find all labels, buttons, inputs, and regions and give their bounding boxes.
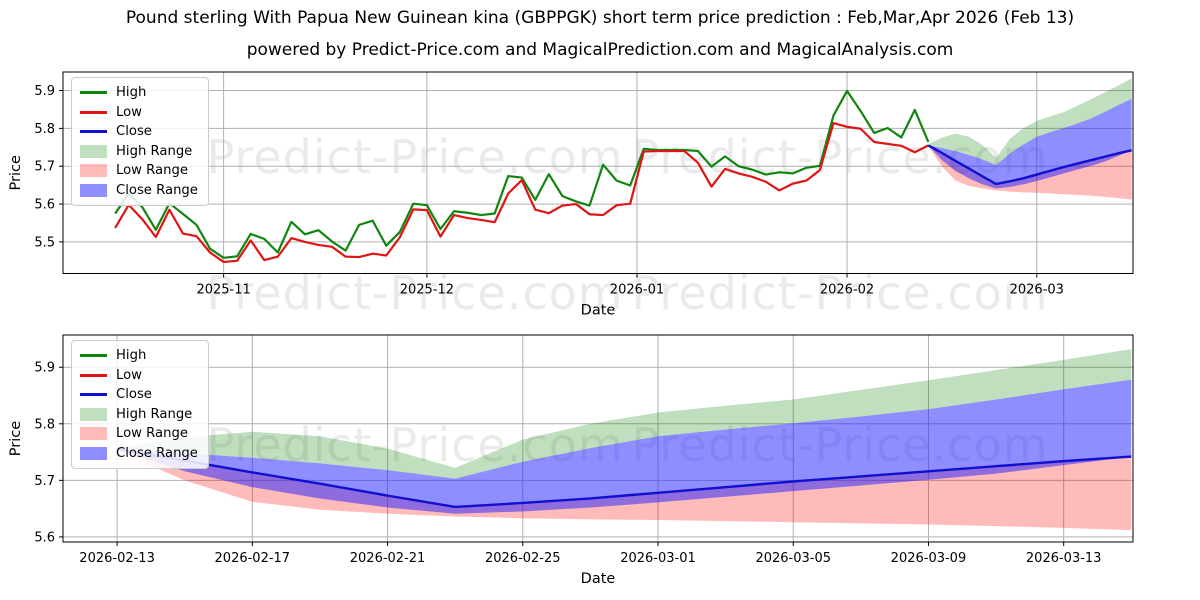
y-tick-label: 5.9 <box>34 361 55 376</box>
x-tick-label: 2026-01 <box>610 283 664 298</box>
legend-item-close-range: Close Range <box>80 181 198 201</box>
low-range-band <box>928 145 1132 200</box>
legend-line-swatch <box>80 373 107 377</box>
close-range-band <box>117 379 1132 514</box>
legend-label: High <box>116 348 147 364</box>
legend-label: High Range <box>116 406 193 422</box>
x-tick-label: 2026-03-05 <box>755 551 831 566</box>
legend-item-low-range: Low Range <box>80 424 198 444</box>
legend-item-low: Low <box>80 366 198 386</box>
legend-item-high: High <box>80 346 198 366</box>
y-tick-label: 5.8 <box>34 417 55 432</box>
panel-top: 5.5 5.6 5.7 5.8 5.9 2025-11 2025-12 2026-01 2026… <box>8 71 1134 319</box>
legend-item-high-range: High Range <box>80 405 198 425</box>
plot-border <box>62 71 1134 274</box>
low-history-line <box>114 121 929 264</box>
high-range-band <box>928 78 1132 166</box>
legend-patch-swatch <box>80 407 107 421</box>
legend-line-swatch <box>80 110 107 114</box>
legend-label: High Range <box>116 143 193 159</box>
legend-patch-swatch <box>80 144 107 158</box>
legend-item-low: Low <box>80 103 198 123</box>
y-tick-label: 5.9 <box>34 84 55 99</box>
legend-label: Low Range <box>116 426 188 442</box>
legend-top: High Low Close High Range Low Range Close Ran… <box>71 77 209 206</box>
plot-border <box>62 334 1134 543</box>
x-tick-label: 2026-02 <box>820 283 874 298</box>
legend-item-high-range: High Range <box>80 142 198 162</box>
y-tick-label: 5.6 <box>34 530 55 545</box>
x-axis-label: Date <box>581 571 616 587</box>
legend-label: Close <box>116 124 152 140</box>
x-tick-label: 2026-02-13 <box>79 551 155 566</box>
x-tick-label: 2026-02-17 <box>215 551 291 566</box>
x-tick-label: 2026-02-21 <box>350 551 426 566</box>
low-range-band <box>117 449 1132 531</box>
legend-item-close: Close <box>80 122 198 142</box>
legend-patch-swatch <box>80 183 107 197</box>
y-tick-label: 5.7 <box>34 160 55 175</box>
legend-label: Close <box>116 387 152 403</box>
page-subtitle: powered by Predict-Price.com and Magical… <box>246 40 954 60</box>
x-axis-label: Date <box>581 303 616 319</box>
high-history-line <box>114 89 930 259</box>
y-tick-label: 5.7 <box>34 474 55 489</box>
y-tick-label: 5.8 <box>34 122 55 137</box>
x-tick-label: 2025-11 <box>196 283 250 298</box>
page-title: Pound sterling With Papua New Guinean ki… <box>125 8 1075 28</box>
legend-line-swatch <box>80 91 107 95</box>
x-tick-label: 2025-12 <box>400 283 454 298</box>
x-tick-label: 2026-03-09 <box>891 551 967 566</box>
legend-line-swatch <box>80 354 107 358</box>
legend-patch-swatch <box>80 446 107 460</box>
legend-label: Close Range <box>116 445 198 461</box>
close-prediction-line <box>927 144 1132 186</box>
high-range-band <box>117 349 1132 479</box>
x-tick-label: 2026-03-13 <box>1026 551 1102 566</box>
close-range-band <box>928 98 1132 189</box>
close-prediction-line <box>116 448 1132 509</box>
legend-line-swatch <box>80 130 107 134</box>
x-tick-label: 2026-02-25 <box>485 551 561 566</box>
legend-label: Low <box>116 104 142 120</box>
y-tick-label: 5.6 <box>34 198 55 213</box>
legend-item-low-range: Low Range <box>80 161 198 181</box>
legend-label: High <box>116 85 147 101</box>
legend-patch-swatch <box>80 427 107 441</box>
legend-patch-swatch <box>80 164 107 178</box>
legend-bottom: High Low Close High Range Low Range Close Ran… <box>71 340 209 469</box>
legend-label: Close Range <box>116 182 198 198</box>
x-tick-label: 2026-03-01 <box>620 551 696 566</box>
y-tick-label: 5.5 <box>34 235 55 250</box>
legend-label: Low <box>116 367 142 383</box>
x-tick-label: 2026-03 <box>1010 283 1064 298</box>
y-axis-label: Price <box>8 155 24 190</box>
panel-bottom: 5.6 5.7 5.8 5.9 2026-02-13 2026-02-17 2026-02-… <box>8 334 1134 587</box>
legend-item-close-range: Close Range <box>80 444 198 464</box>
legend-item-close: Close <box>80 385 198 405</box>
y-axis-label: Price <box>8 421 24 456</box>
legend-line-swatch <box>80 393 107 397</box>
legend-label: Low Range <box>116 163 188 179</box>
legend-item-high: High <box>80 83 198 103</box>
